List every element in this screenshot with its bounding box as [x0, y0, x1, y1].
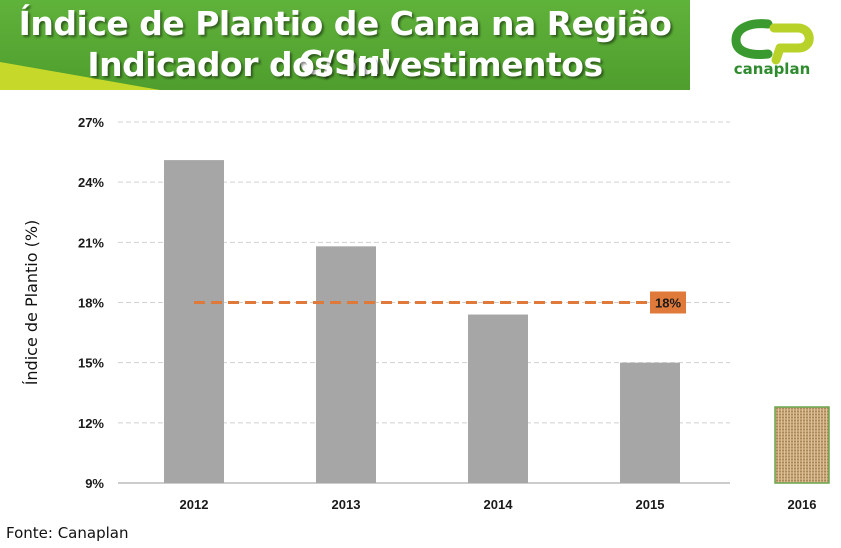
source-note: Fonte: Canaplan [6, 524, 129, 542]
logo-text: canaplan [733, 60, 811, 78]
y-tick-label: 15% [78, 356, 104, 371]
y-axis-label: Índice de Plantio (%) [22, 220, 41, 386]
bar-2012 [164, 160, 224, 483]
header-banner: Índice de Plantio de Cana na Região C/Su… [0, 0, 690, 90]
page-title-line1: Índice de Plantio de Cana na Região C/Su… [18, 4, 672, 82]
reference-label-box [650, 291, 686, 314]
x-tick-label: 2015 [636, 497, 665, 512]
bar-2013 [316, 246, 376, 483]
x-tick-label: 2012 [180, 497, 209, 512]
y-tick-label: 21% [78, 235, 104, 250]
y-tick-label: 27% [78, 115, 104, 130]
canaplan-logo-icon [731, 19, 814, 65]
y-tick-label: 9% [85, 476, 104, 491]
y-tick-label: 24% [78, 175, 104, 190]
page-title-line2: Indicador dos Investimentos [87, 45, 603, 84]
bar-2015 [620, 362, 680, 483]
x-tick-label: 2014 [484, 497, 514, 512]
bar-chart: 9%12%15%18%21%24%27% 2012 2013 2014 2015 201… [22, 115, 830, 512]
x-tick-label: 2013 [332, 497, 361, 512]
header-accent-stripe [0, 62, 160, 90]
reference-label: 18% [655, 296, 681, 311]
reference-line-group: 18% [194, 291, 686, 314]
x-axis-ticks: 2012 2013 2014 2015 2016 [180, 497, 817, 512]
bars [164, 160, 830, 484]
y-tick-label: 12% [78, 416, 104, 431]
bar-2014 [468, 314, 528, 483]
x-tick-label: 2016 [788, 497, 817, 512]
burlap-texture-icon [774, 406, 830, 484]
y-axis-ticks: 9% 12% 15% 18% 21% 24% 27% [78, 115, 104, 491]
y-tick-label: 18% [78, 296, 104, 311]
